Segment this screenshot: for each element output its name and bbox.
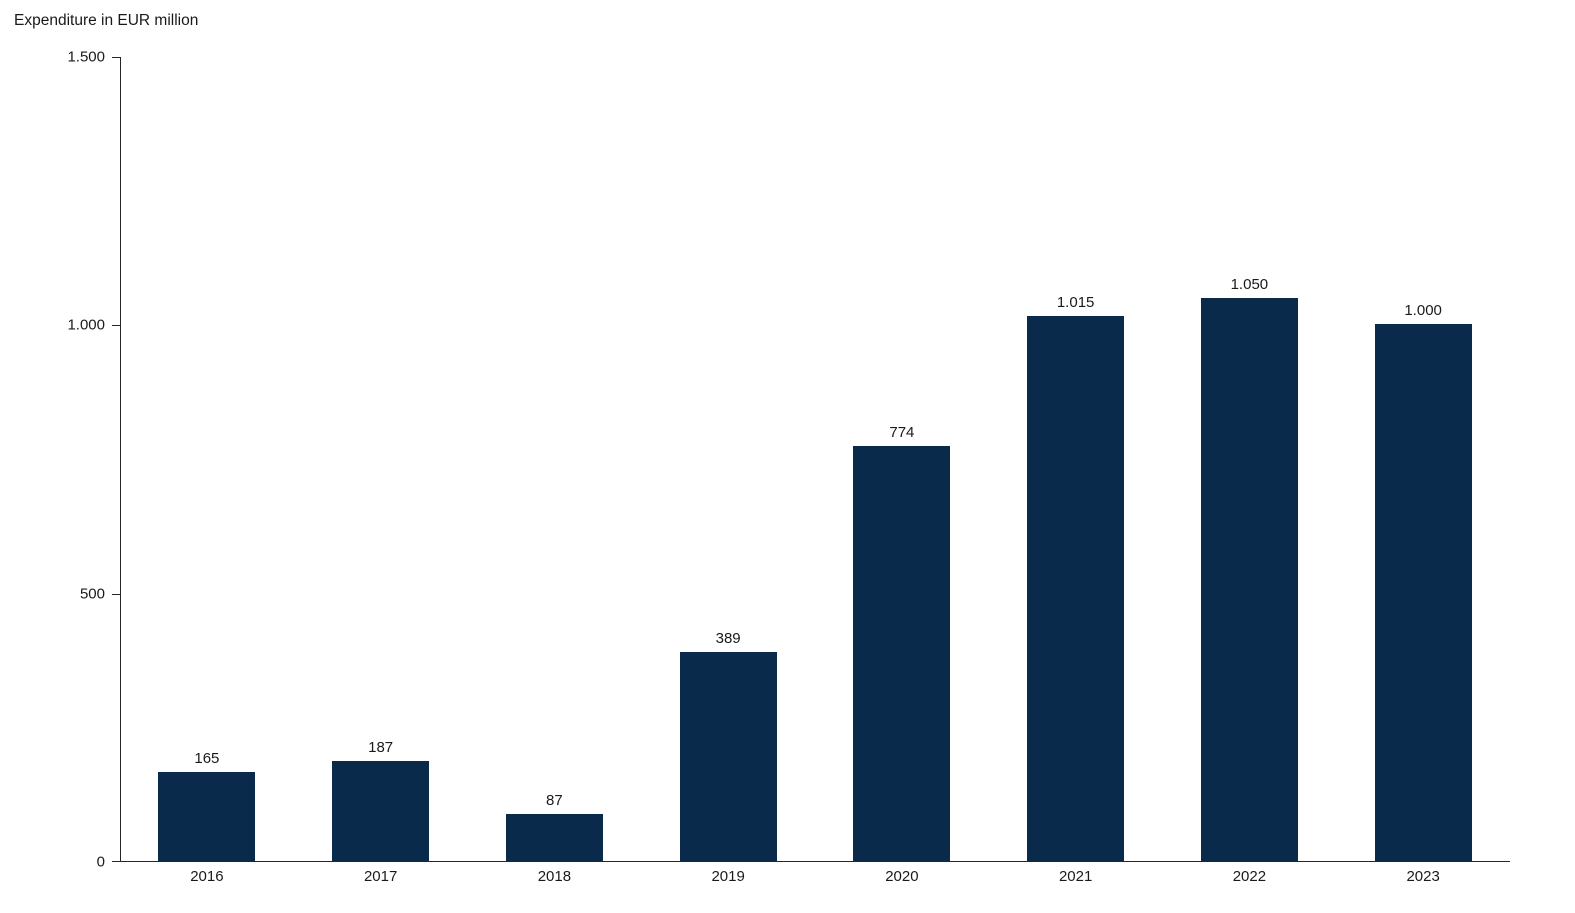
bar-2023 xyxy=(1374,324,1472,861)
bar-value-label: 187 xyxy=(368,738,394,756)
bar-value-label: 774 xyxy=(889,423,915,441)
bar-2021 xyxy=(1027,316,1125,861)
y-axis-tick-label: 0 xyxy=(96,853,105,871)
y-axis-tick-label: 1.500 xyxy=(67,48,105,66)
y-axis-tick-mark xyxy=(112,861,120,862)
y-axis-tick-label: 1.000 xyxy=(67,316,105,334)
y-axis-tick-mark xyxy=(112,593,120,595)
x-axis-label: 2017 xyxy=(363,868,398,885)
x-axis-label: 2019 xyxy=(711,868,745,885)
bar-value-label: 1.015 xyxy=(1056,294,1095,312)
bar-value-label: 389 xyxy=(715,630,741,648)
y-axis-tick-mark xyxy=(112,57,120,58)
x-axis-label: 2022 xyxy=(1232,868,1267,885)
y-axis-tick-mark xyxy=(112,325,120,327)
bar-2016 xyxy=(158,772,256,861)
bar-value-label: 1.000 xyxy=(1404,302,1442,320)
y-axis-tick-label: 500 xyxy=(79,585,105,603)
bar-value-label: 1.050 xyxy=(1230,275,1269,293)
x-axis-label: 2018 xyxy=(537,868,572,885)
bar-2020 xyxy=(853,445,951,861)
y-axis-line xyxy=(120,57,121,862)
bar-2018 xyxy=(505,814,603,861)
x-axis-label: 2023 xyxy=(1406,868,1440,885)
x-axis-line xyxy=(120,861,1510,862)
bar-value-label: 87 xyxy=(546,792,563,810)
x-axis-label: 2020 xyxy=(885,868,919,885)
chart-title: Expenditure in EUR million xyxy=(14,12,199,29)
bar-2022 xyxy=(1200,297,1298,861)
bar-2019 xyxy=(679,652,777,861)
bar-2017 xyxy=(332,760,430,861)
bar-value-label: 165 xyxy=(194,750,220,768)
x-axis-label: 2021 xyxy=(1058,868,1093,885)
plot-area: 0 500 1.000 1.500 165 2016 187 2017 87 2018 389 201… xyxy=(67,49,1510,885)
x-axis-label: 2016 xyxy=(190,868,224,885)
